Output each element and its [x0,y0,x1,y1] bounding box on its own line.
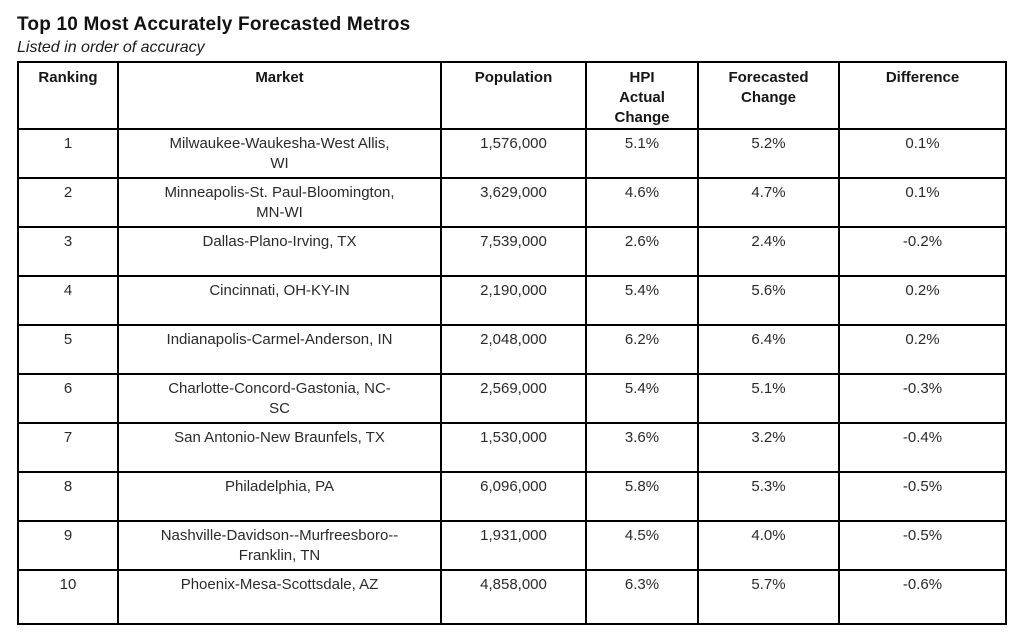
table-body: 1 Milwaukee-Waukesha-West Allis, WI 1,576,… [17,128,1007,625]
cell-forecasted-change: 4.7% [697,177,840,228]
cell-hpi-actual-change: 4.5% [585,520,699,571]
cell-ranking: 8 [17,471,119,522]
column-header-forecasted-change: Forecasted Change [697,61,840,130]
metros-table: Ranking Market Population HPI Actual Cha… [17,61,1007,625]
page-title: Top 10 Most Accurately Forecasted Metros [17,14,411,35]
cell-forecasted-change: 3.2% [697,422,840,473]
cell-forecasted-change: 5.2% [697,128,840,179]
cell-difference: 0.2% [838,275,1007,326]
table-row: 4 Cincinnati, OH-KY-IN 2,190,000 5.4% 5.6% 0.… [17,275,1007,326]
cell-difference: 0.1% [838,128,1007,179]
cell-difference: -0.2% [838,226,1007,277]
cell-market: Charlotte-Concord-Gastonia, NC- SC [117,373,442,424]
table-row: 2 Minneapolis-St. Paul-Bloomington, MN-WI… [17,177,1007,228]
table-row: 7 San Antonio-New Braunfels, TX 1,530,000 3… [17,422,1007,473]
cell-ranking: 10 [17,569,119,625]
cell-ranking: 2 [17,177,119,228]
table-row: 6 Charlotte-Concord-Gastonia, NC- SC 2,569… [17,373,1007,424]
cell-hpi-actual-change: 5.8% [585,471,699,522]
cell-hpi-actual-change: 6.2% [585,324,699,375]
cell-market: Philadelphia, PA [117,471,442,522]
cell-hpi-actual-change: 5.4% [585,373,699,424]
cell-population: 3,629,000 [440,177,587,228]
cell-population: 4,858,000 [440,569,587,625]
cell-market: Indianapolis-Carmel-Anderson, IN [117,324,442,375]
cell-ranking: 9 [17,520,119,571]
cell-ranking: 4 [17,275,119,326]
cell-ranking: 3 [17,226,119,277]
cell-market: Dallas-Plano-Irving, TX [117,226,442,277]
cell-market: San Antonio-New Braunfels, TX [117,422,442,473]
cell-difference: -0.3% [838,373,1007,424]
table-row: 5 Indianapolis-Carmel-Anderson, IN 2,048,0… [17,324,1007,375]
cell-population: 6,096,000 [440,471,587,522]
column-header-difference: Difference [838,61,1007,130]
cell-difference: 0.2% [838,324,1007,375]
cell-difference: -0.4% [838,422,1007,473]
column-header-hpi-actual-change: HPI Actual Change [585,61,699,130]
column-header-market: Market [117,61,442,130]
column-header-ranking: Ranking [17,61,119,130]
cell-population: 2,569,000 [440,373,587,424]
table-row: 1 Milwaukee-Waukesha-West Allis, WI 1,576,… [17,128,1007,179]
cell-hpi-actual-change: 5.4% [585,275,699,326]
cell-forecasted-change: 5.6% [697,275,840,326]
cell-market: Minneapolis-St. Paul-Bloomington, MN-WI [117,177,442,228]
cell-difference: -0.6% [838,569,1007,625]
column-header-population: Population [440,61,587,130]
cell-population: 7,539,000 [440,226,587,277]
cell-population: 2,190,000 [440,275,587,326]
cell-forecasted-change: 5.3% [697,471,840,522]
document: Top 10 Most Accurately Forecasted Metros… [17,14,1007,625]
cell-hpi-actual-change: 5.1% [585,128,699,179]
cell-difference: 0.1% [838,177,1007,228]
cell-population: 2,048,000 [440,324,587,375]
cell-ranking: 7 [17,422,119,473]
cell-market: Phoenix-Mesa-Scottsdale, AZ [117,569,442,625]
table-row: 8 Philadelphia, PA 6,096,000 5.8% 5.3% -0.5% [17,471,1007,522]
cell-hpi-actual-change: 4.6% [585,177,699,228]
cell-population: 1,931,000 [440,520,587,571]
cell-hpi-actual-change: 2.6% [585,226,699,277]
cell-forecasted-change: 5.7% [697,569,840,625]
table-row: 9 Nashville-Davidson--Murfreesboro-- Fran… [17,520,1007,571]
cell-ranking: 1 [17,128,119,179]
cell-hpi-actual-change: 3.6% [585,422,699,473]
cell-market: Nashville-Davidson--Murfreesboro-- Frank… [117,520,442,571]
cell-population: 1,576,000 [440,128,587,179]
cell-difference: -0.5% [838,520,1007,571]
table-row: 3 Dallas-Plano-Irving, TX 7,539,000 2.6% 2.4… [17,226,1007,277]
cell-forecasted-change: 4.0% [697,520,840,571]
cell-hpi-actual-change: 6.3% [585,569,699,625]
cell-population: 1,530,000 [440,422,587,473]
cell-difference: -0.5% [838,471,1007,522]
cell-ranking: 6 [17,373,119,424]
table-row: 10 Phoenix-Mesa-Scottsdale, AZ 4,858,000 6.… [17,569,1007,625]
cell-ranking: 5 [17,324,119,375]
header-row: Ranking Market Population HPI Actual Cha… [17,61,1007,130]
cell-market: Milwaukee-Waukesha-West Allis, WI [117,128,442,179]
page-subtitle: Listed in order of accuracy [17,39,205,56]
cell-forecasted-change: 2.4% [697,226,840,277]
cell-market: Cincinnati, OH-KY-IN [117,275,442,326]
cell-forecasted-change: 5.1% [697,373,840,424]
cell-forecasted-change: 6.4% [697,324,840,375]
